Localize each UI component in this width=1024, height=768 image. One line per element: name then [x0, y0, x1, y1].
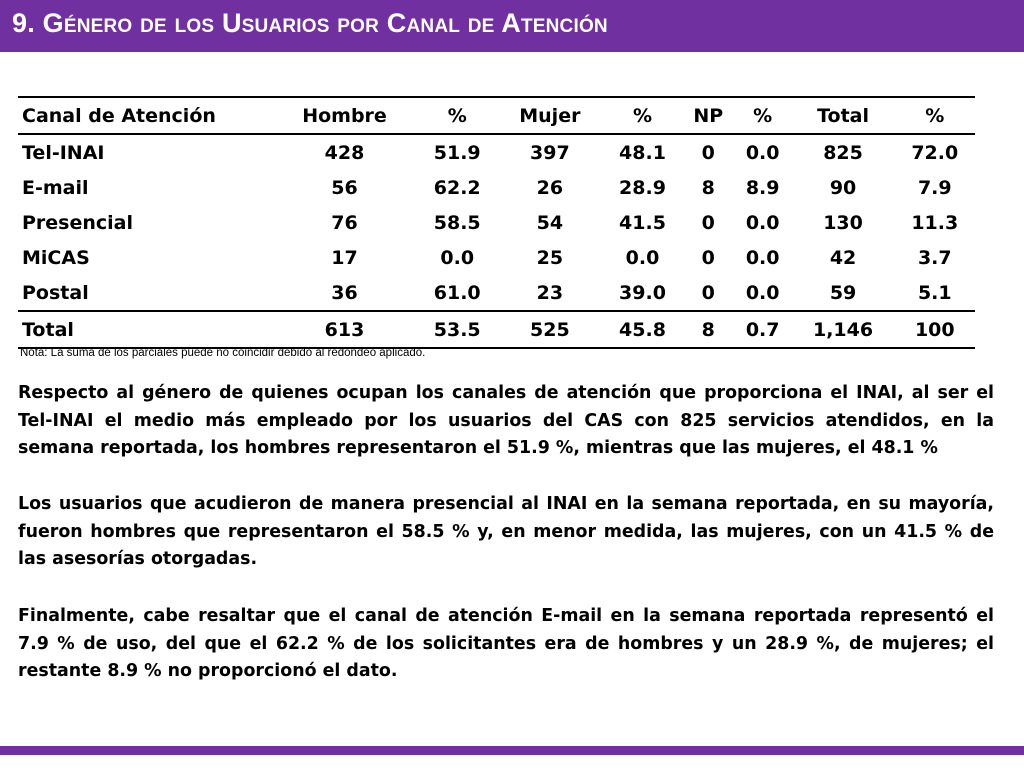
- cell-canal: Postal: [22, 281, 89, 304]
- cell-hombre-pct: 51.9: [433, 141, 481, 164]
- cell-np: 0: [701, 141, 715, 164]
- cell-total-pct: 11.3: [911, 211, 959, 234]
- page-title: 9. Género de los Usuarios por Canal de A…: [12, 8, 608, 38]
- table-header-row: Canal de Atención Hombre % Mujer % NP % …: [18, 97, 975, 134]
- cell-np: 8: [701, 318, 715, 341]
- cell-total: 42: [829, 246, 857, 269]
- cell-total-pct: 100: [914, 318, 955, 341]
- table-row: Postal 36 61.0 23 39.0 0 0.0 59 5.1: [18, 275, 975, 311]
- cell-mujer-pct: 28.9: [619, 176, 666, 199]
- cell-np-pct: 0.0: [745, 246, 780, 269]
- cell-hombre-pct: 0.0: [440, 246, 475, 269]
- cell-mujer: 525: [530, 318, 570, 341]
- cell-total: 59: [829, 281, 857, 304]
- title-bar: 9. Género de los Usuarios por Canal de A…: [0, 0, 1024, 52]
- cell-np-pct: 0.0: [745, 211, 780, 234]
- cell-total-pct: 5.1: [917, 281, 952, 304]
- cell-mujer-pct: 45.8: [619, 318, 666, 341]
- cell-np: 0: [701, 211, 715, 234]
- header-np: NP: [693, 104, 724, 127]
- cell-hombre: 56: [331, 176, 358, 199]
- cell-np-pct: 0.0: [745, 141, 780, 164]
- cell-total: 130: [823, 211, 863, 234]
- cell-total: 825: [823, 141, 863, 164]
- gender-table-container: Canal de Atención Hombre % Mujer % NP % …: [18, 96, 975, 349]
- table-total-row: Total 613 53.5 525 45.8 8 0.7 1,146 100: [18, 311, 975, 348]
- paragraph-tel-inai: Respecto al género de quienes ocupan los…: [18, 383, 994, 458]
- cell-total-pct: 7.9: [917, 176, 952, 199]
- cell-total-pct: 3.7: [917, 246, 952, 269]
- cell-np: 0: [701, 246, 715, 269]
- cell-total-pct: 72.0: [911, 141, 959, 164]
- cell-canal: Total: [22, 318, 74, 341]
- gender-by-channel-table: Canal de Atención Hombre % Mujer % NP % …: [18, 96, 975, 349]
- cell-mujer: 26: [536, 176, 564, 199]
- cell-np-pct: 0.0: [745, 281, 780, 304]
- cell-np-pct: 0.7: [745, 318, 780, 341]
- header-mujer-pct: %: [632, 104, 653, 127]
- header-mujer: Mujer: [519, 104, 581, 127]
- cell-mujer-pct: 48.1: [619, 141, 666, 164]
- cell-hombre-pct: 53.5: [433, 318, 481, 341]
- cell-mujer-pct: 41.5: [619, 211, 666, 234]
- cell-hombre-pct: 62.2: [433, 176, 481, 199]
- cell-total: 1,146: [812, 318, 874, 341]
- table-row: Presencial 76 58.5 54 41.5 0 0.0 130 11.…: [18, 205, 975, 240]
- header-total: Total: [817, 104, 869, 127]
- table-note: Nota: La suma de los parciales puede no …: [20, 347, 426, 359]
- cell-canal: Presencial: [22, 211, 134, 234]
- cell-canal: Tel-INAI: [22, 141, 105, 164]
- header-np-pct: %: [753, 104, 773, 127]
- cell-mujer: 54: [536, 211, 564, 234]
- cell-hombre: 613: [324, 318, 365, 341]
- cell-canal: MiCAS: [22, 246, 90, 269]
- cell-hombre: 36: [331, 281, 358, 304]
- paragraph-email: Finalmente, cabe resaltar que el canal d…: [18, 606, 994, 681]
- cell-hombre: 17: [331, 246, 358, 269]
- table-row: E-mail 56 62.2 26 28.9 8 8.9 90 7.9: [18, 170, 975, 205]
- cell-total: 90: [829, 176, 857, 199]
- cell-mujer: 23: [536, 281, 564, 304]
- cell-np-pct: 8.9: [745, 176, 780, 199]
- header-hombre-pct: %: [447, 104, 467, 127]
- header-hombre: Hombre: [302, 104, 387, 127]
- cell-mujer-pct: 0.0: [625, 246, 660, 269]
- paragraph-presencial: Los usuarios que acudieron de manera pre…: [18, 494, 994, 569]
- footer-bar: [0, 746, 1024, 755]
- cell-canal: E-mail: [22, 176, 89, 199]
- table-row: MiCAS 17 0.0 25 0.0 0 0.0 42 3.7: [18, 240, 975, 275]
- cell-hombre: 428: [324, 141, 365, 164]
- cell-hombre: 76: [331, 211, 358, 234]
- cell-np: 0: [701, 281, 715, 304]
- header-total-pct: %: [925, 104, 945, 127]
- cell-mujer-pct: 39.0: [619, 281, 666, 304]
- cell-hombre-pct: 61.0: [433, 281, 481, 304]
- header-canal: Canal de Atención: [22, 104, 216, 127]
- table-row: Tel-INAI 428 51.9 397 48.1 0 0.0 825 72.…: [18, 134, 975, 170]
- cell-mujer: 397: [530, 141, 570, 164]
- cell-mujer: 25: [536, 246, 564, 269]
- cell-hombre-pct: 58.5: [433, 211, 481, 234]
- cell-np: 8: [701, 176, 715, 199]
